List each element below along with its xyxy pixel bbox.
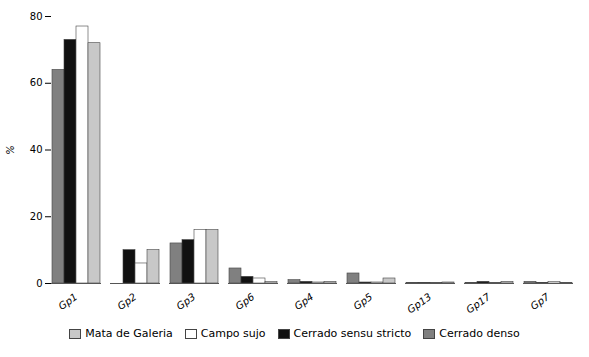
svg-text:Gp7: Gp7 — [528, 291, 552, 312]
svg-text:%: % — [5, 145, 16, 155]
svg-text:Gp17: Gp17 — [464, 291, 493, 316]
svg-text:40: 40 — [30, 144, 43, 155]
svg-text:Gp5: Gp5 — [351, 291, 374, 312]
html-text:Cerrado sensu stricto: Cerrado sensu stricto — [293, 327, 412, 340]
svg-text:20: 20 — [30, 211, 43, 222]
html-text:Mata de Galeria: Mata de Galeria — [85, 327, 173, 340]
svg-text:80: 80 — [30, 11, 43, 22]
svg-text:Gp1: Gp1 — [56, 291, 79, 312]
html-text:Cerrado denso: Cerrado denso — [439, 327, 520, 340]
html-text:Campo sujo: Campo sujo — [200, 327, 266, 340]
svg-text:0: 0 — [36, 278, 42, 289]
svg-text:Gp13: Gp13 — [405, 291, 433, 315]
svg-text:60: 60 — [30, 77, 43, 88]
svg-text:Gp6: Gp6 — [233, 291, 256, 312]
svg-text:Gp4: Gp4 — [292, 291, 315, 312]
svg-text:Gp2: Gp2 — [115, 291, 138, 312]
svg-text:Gp3: Gp3 — [174, 291, 197, 312]
